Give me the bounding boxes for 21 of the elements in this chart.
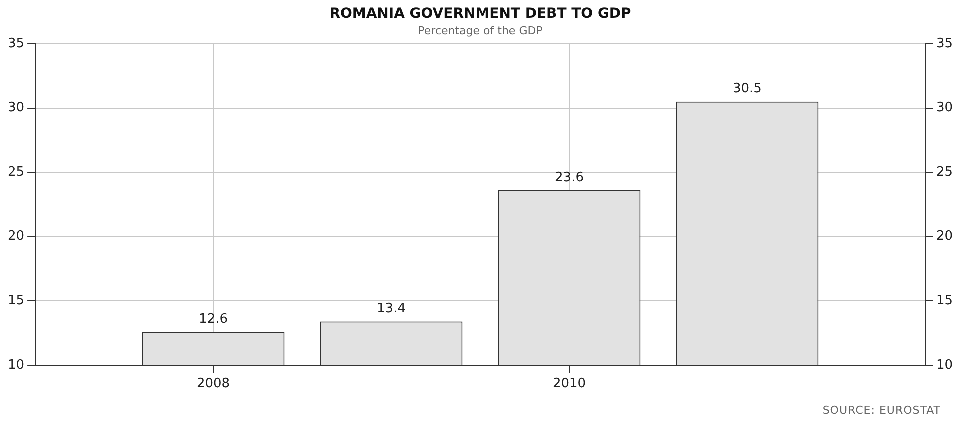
y2-tick-label: 30 (936, 100, 954, 116)
chart-subtitle: Percentage of the GDP (418, 24, 544, 38)
x-tick-label: 2010 (552, 376, 586, 392)
y-tick-label: 15 (8, 293, 25, 308)
data-label: 12.6 (199, 312, 228, 327)
y-tick-label: 10 (8, 358, 25, 373)
y2-tick-label: 35 (936, 36, 954, 52)
y-tick-label: 20 (8, 229, 25, 244)
source-note: SOURCE: EUROSTAT (822, 404, 941, 417)
y2-tick-label: 25 (936, 164, 954, 180)
data-label: 13.4 (377, 302, 406, 317)
y-tick-label: 25 (8, 164, 25, 180)
y-tick-label: 30 (8, 100, 25, 116)
data-label: 30.5 (733, 82, 762, 97)
y-tick-label: 35 (8, 36, 25, 52)
data-label: 23.6 (555, 170, 584, 186)
y2-tick-label: 20 (936, 229, 954, 244)
x-tick-label: 2008 (196, 376, 230, 392)
y2-tick-label: 10 (936, 358, 954, 373)
chart-title: ROMANIA GOVERNMENT DEBT TO GDP (330, 6, 632, 22)
y2-tick-label: 15 (936, 293, 954, 308)
